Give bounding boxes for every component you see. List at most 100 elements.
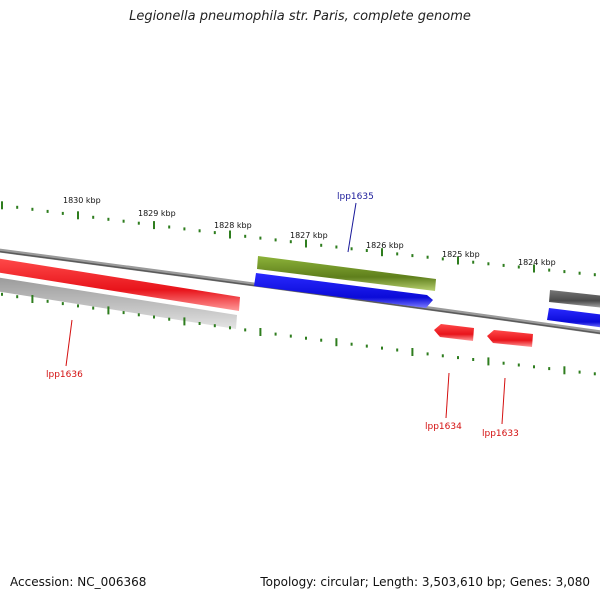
scale-label-1826: 1826 kbp <box>366 241 404 250</box>
scale-outer-tick <box>183 227 186 231</box>
scale-inner-tick <box>61 302 64 306</box>
scale-inner-tick <box>457 356 459 360</box>
gene-label-lpp1636[interactable]: lpp1636 <box>46 370 83 380</box>
scale-outer-tick <box>77 211 79 220</box>
scale-outer-tick <box>335 245 338 249</box>
scale-inner-tick <box>274 332 277 336</box>
scale-outer-tick <box>411 254 414 258</box>
scale-outer-tick <box>593 273 596 277</box>
scale-outer-tick <box>289 240 292 244</box>
scale-label-1829: 1829 kbp <box>138 209 176 218</box>
gene-forward-right-other[interactable] <box>549 290 600 308</box>
scale-inner-tick <box>183 317 186 326</box>
scale-label-1830: 1830 kbp <box>63 196 101 205</box>
scale-inner-tick <box>533 365 535 369</box>
scale-outer-tick <box>563 270 566 274</box>
scale-inner-tick <box>289 334 292 338</box>
scale-outer-tick <box>426 255 429 259</box>
scale-outer-tick <box>320 243 323 247</box>
scale-label-1824: 1824 kbp <box>518 258 556 267</box>
scale-inner-tick <box>16 295 19 299</box>
scale-outer-tick <box>153 221 155 230</box>
scale-inner-tick <box>320 338 323 342</box>
gene-lpp1636-cds[interactable] <box>0 258 240 311</box>
scale-outer-tick <box>213 231 216 235</box>
scale-outer-tick <box>381 248 383 257</box>
gene-lpp1636-other[interactable] <box>0 277 237 329</box>
scale-outer-tick <box>92 215 95 219</box>
gene-lpp1633-cds[interactable] <box>487 330 533 347</box>
scale-label-1825: 1825 kbp <box>442 250 480 259</box>
scale-inner-tick <box>31 295 34 303</box>
scale-outer-tick <box>122 219 125 223</box>
leader-lpp1634 <box>445 372 450 419</box>
scale-inner-tick <box>517 363 520 367</box>
leader-lpp1633 <box>501 377 506 425</box>
scale-outer-tick <box>61 211 64 215</box>
scale-inner-tick <box>502 361 505 365</box>
scale-inner-tick <box>365 344 368 348</box>
scale-outer-tick <box>365 249 368 252</box>
gene-label-lpp1634[interactable]: lpp1634 <box>425 422 462 432</box>
scale-outer-tick <box>229 230 231 239</box>
gene-forward-right-cds[interactable] <box>547 308 600 328</box>
gene-label-lpp1635[interactable]: lpp1635 <box>337 192 374 202</box>
scale-outer-tick <box>487 262 490 266</box>
scale-outer-tick <box>137 221 140 225</box>
scale-label-1827: 1827 kbp <box>290 231 328 240</box>
scale-inner-tick <box>548 367 551 371</box>
scale-outer-tick <box>198 229 201 233</box>
scale-inner-tick <box>213 324 216 328</box>
scale-outer-tick <box>517 265 520 269</box>
scale-inner-tick <box>168 317 171 321</box>
scale-inner-tick <box>46 299 49 303</box>
gene-label-lpp1633[interactable]: lpp1633 <box>482 429 519 439</box>
scale-outer-tick <box>533 264 535 273</box>
scale-outer-tick <box>1 201 3 210</box>
scale-inner-tick <box>396 348 399 352</box>
scale-label-1828: 1828 kbp <box>214 221 252 230</box>
scale-outer-tick <box>548 268 551 272</box>
scale-inner-tick <box>305 336 307 340</box>
scale-inner-tick <box>411 348 414 356</box>
scale-inner-tick <box>153 315 155 319</box>
scale-inner-tick <box>77 304 79 308</box>
gene-lpp1634-cds[interactable] <box>434 324 474 341</box>
scale-ticks-inner <box>1 292 596 376</box>
gene-lpp1635-rna[interactable] <box>257 256 436 291</box>
leader-lpp1635 <box>347 202 357 253</box>
scale-inner-tick <box>441 354 444 358</box>
scale-inner-tick <box>259 328 262 336</box>
scale-outer-tick <box>274 238 277 242</box>
scale-inner-tick <box>593 372 596 376</box>
scale-inner-tick <box>92 306 95 310</box>
scale-inner-tick <box>487 357 490 366</box>
scale-inner-tick <box>472 358 475 361</box>
scale-outer-tick <box>472 260 475 264</box>
scale-outer-tick <box>16 205 19 209</box>
genome-summary-text: Topology: circular; Length: 3,503,610 bp… <box>260 575 590 589</box>
scale-ticks-outer <box>1 201 596 277</box>
scale-inner-tick <box>107 306 110 315</box>
scale-inner-tick <box>381 346 383 350</box>
scale-inner-tick <box>244 328 247 332</box>
scale-inner-tick <box>426 352 429 356</box>
scale-inner-tick <box>350 342 353 346</box>
scale-outer-tick <box>259 236 262 240</box>
scale-inner-tick <box>229 326 231 330</box>
scale-outer-tick <box>350 247 353 251</box>
scale-inner-tick <box>578 370 581 374</box>
scale-inner-tick <box>137 313 140 317</box>
accession-text: Accession: NC_006368 <box>10 575 147 589</box>
scale-inner-tick <box>563 366 566 375</box>
scale-outer-tick <box>305 239 307 248</box>
gene-lpp1635-cds[interactable] <box>254 273 433 308</box>
scale-inner-tick <box>1 292 3 296</box>
scale-outer-tick <box>107 217 110 221</box>
scale-outer-tick <box>457 256 459 265</box>
scale-outer-tick <box>168 225 171 229</box>
scale-outer-tick <box>46 209 49 213</box>
scale-outer-tick <box>578 271 581 275</box>
scale-outer-tick <box>31 207 34 211</box>
